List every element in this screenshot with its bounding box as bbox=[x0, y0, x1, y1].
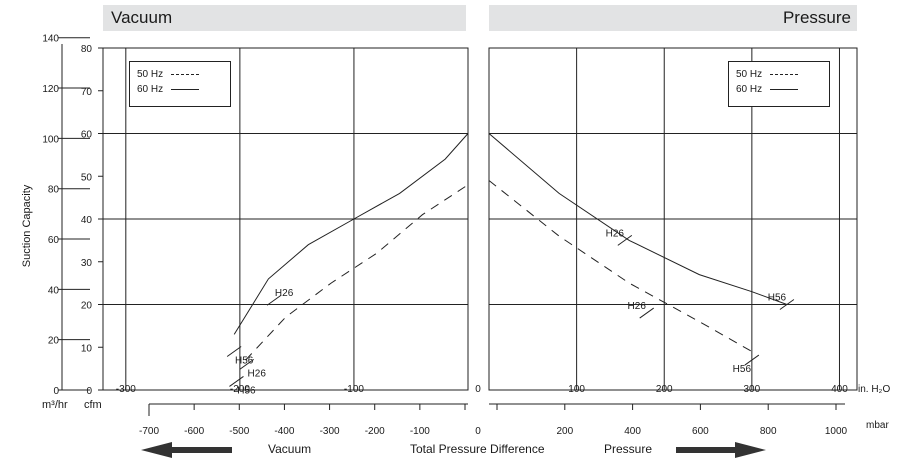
pressure-header: Pressure bbox=[489, 5, 857, 31]
pressure-legend: 50 Hz 60 Hz bbox=[728, 61, 830, 107]
footer-center-label: Total Pressure Difference bbox=[410, 442, 545, 456]
x-unit-inh2o: in. H₂O bbox=[858, 384, 890, 395]
legend-swatch-dashed bbox=[770, 73, 798, 75]
pressure-annotation-label: H56 bbox=[768, 293, 787, 304]
cfm-tick-label: 30 bbox=[81, 258, 93, 269]
vacuum-mbar-tick-label: -100 bbox=[410, 426, 430, 437]
pressure-series-50hz bbox=[488, 180, 753, 352]
vacuum-header-title: Vacuum bbox=[111, 8, 173, 27]
vacuum-mbar-tick-label: -400 bbox=[274, 426, 294, 437]
m3hr-tick-label: 20 bbox=[48, 336, 60, 347]
vacuum-annotation-tick bbox=[226, 346, 242, 357]
pressure-annotation-tick bbox=[617, 234, 633, 246]
left-arrow-shaft bbox=[170, 447, 232, 453]
legend-entry-50hz: 50 Hz bbox=[137, 68, 199, 82]
pressure-inh2o-tick-label: 200 bbox=[656, 384, 673, 395]
vacuum-mbar-tick-label: -600 bbox=[184, 426, 204, 437]
pressure-inh2o-tick-label: 300 bbox=[744, 384, 761, 395]
y-unit-cfm: cfm bbox=[84, 399, 102, 411]
m3hr-tick-label: 120 bbox=[42, 84, 59, 95]
vacuum-annotation-label: H56 bbox=[237, 385, 256, 396]
vacuum-inh2o-tick-label: -200 bbox=[230, 384, 250, 395]
cfm-tick-label: 80 bbox=[81, 44, 93, 55]
footer-pressure-label: Pressure bbox=[604, 442, 653, 456]
cfm-tick-label: 40 bbox=[81, 215, 93, 226]
pressure-mbar-tick-label: 800 bbox=[760, 426, 777, 437]
m3hr-tick-label: 40 bbox=[48, 285, 60, 296]
m3hr-tick-label: 60 bbox=[48, 235, 60, 246]
vacuum-inh2o-tick-label: -100 bbox=[344, 384, 364, 395]
m3hr-tick-label: 100 bbox=[42, 134, 59, 145]
pressure-mbar-tick-label: 600 bbox=[692, 426, 709, 437]
vacuum-annotation-tick bbox=[266, 294, 282, 306]
m3hr-tick-label: 80 bbox=[48, 185, 60, 196]
vacuum-annotation-label: H26 bbox=[248, 368, 267, 379]
pressure-inh2o-tick-label: 100 bbox=[568, 384, 585, 395]
pressure-annotation-tick bbox=[744, 354, 760, 366]
pressure-annotation-label: H26 bbox=[606, 228, 625, 239]
cfm-tick-label: 50 bbox=[81, 172, 93, 183]
cfm-tick-label: 10 bbox=[81, 343, 93, 354]
right-arrow-head bbox=[735, 442, 766, 458]
vacuum-annotation-tick bbox=[239, 358, 255, 370]
vacuum-header: Vacuum bbox=[103, 5, 466, 31]
vacuum-annotation-tick bbox=[229, 376, 244, 387]
m3hr-tick-label: 0 bbox=[53, 386, 59, 397]
legend-label-60hz: 60 Hz bbox=[736, 84, 763, 95]
vacuum-mbar-tick-label: -200 bbox=[365, 426, 385, 437]
pressure-inh2o-tick-label: 400 bbox=[831, 384, 848, 395]
pressure-annotation-label: H26 bbox=[628, 301, 647, 312]
pressure-mbar-tick-label: 400 bbox=[624, 426, 641, 437]
pressure-annotation-label: H56 bbox=[733, 364, 752, 375]
x-unit-mbar: mbar bbox=[866, 420, 889, 431]
cfm-tick-label: 60 bbox=[81, 130, 93, 141]
vacuum-annotation-label: H26 bbox=[275, 288, 294, 299]
zero-mbar-label: 0 bbox=[475, 426, 481, 437]
pressure-series-60hz bbox=[488, 133, 788, 305]
left-arrow-head bbox=[141, 442, 172, 458]
vacuum-annotation-label: H56 bbox=[235, 356, 254, 367]
legend-swatch-dashed bbox=[171, 73, 199, 75]
footer-vacuum-label: Vacuum bbox=[268, 442, 312, 456]
y-axis-title: Suction Capacity bbox=[21, 184, 33, 267]
cfm-tick-label: 70 bbox=[81, 87, 93, 98]
vacuum-mbar-tick-label: -300 bbox=[320, 426, 340, 437]
legend-entry-60hz: 60 Hz bbox=[736, 83, 798, 97]
legend-label-60hz: 60 Hz bbox=[137, 84, 164, 95]
legend-swatch-solid bbox=[770, 88, 798, 90]
cfm-tick-label: 20 bbox=[81, 301, 93, 312]
pressure-annotation-tick bbox=[639, 307, 655, 319]
pressure-header-title: Pressure bbox=[782, 8, 851, 27]
m3hr-tick-label: 140 bbox=[42, 34, 59, 45]
vacuum-series-60hz bbox=[233, 133, 469, 335]
pressure-mbar-tick-label: 200 bbox=[556, 426, 573, 437]
y-unit-m3hr: m³/hr bbox=[42, 399, 68, 411]
zero-inh2o-label: 0 bbox=[475, 384, 481, 395]
cfm-tick-label: 0 bbox=[86, 386, 92, 397]
legend-label-50hz: 50 Hz bbox=[137, 69, 164, 80]
vacuum-legend: 50 Hz 60 Hz bbox=[129, 61, 231, 107]
pressure-mbar-tick-label: 1000 bbox=[825, 426, 848, 437]
legend-entry-50hz: 50 Hz bbox=[736, 68, 798, 82]
legend-entry-60hz: 60 Hz bbox=[137, 83, 199, 97]
pressure-annotation-tick bbox=[779, 299, 795, 310]
vacuum-series-50hz bbox=[245, 184, 469, 361]
legend-label-50hz: 50 Hz bbox=[736, 69, 763, 80]
vacuum-mbar-tick-label: -700 bbox=[139, 426, 159, 437]
legend-swatch-solid bbox=[171, 88, 199, 90]
vacuum-inh2o-tick-label: -300 bbox=[116, 384, 136, 395]
vacuum-mbar-tick-label: -500 bbox=[229, 426, 249, 437]
right-arrow-shaft bbox=[676, 447, 738, 453]
